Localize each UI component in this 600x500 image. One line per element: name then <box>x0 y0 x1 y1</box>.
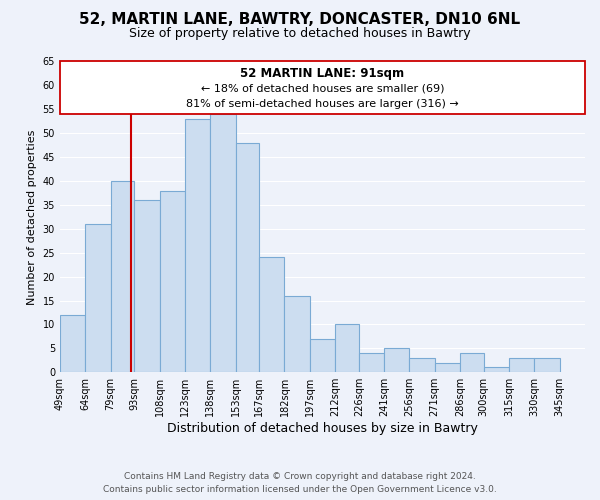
Text: Size of property relative to detached houses in Bawtry: Size of property relative to detached ho… <box>129 28 471 40</box>
Bar <box>85 224 110 372</box>
X-axis label: Distribution of detached houses by size in Bawtry: Distribution of detached houses by size … <box>167 422 478 435</box>
Bar <box>236 143 259 372</box>
Bar <box>409 358 435 372</box>
Text: 52 MARTIN LANE: 91sqm: 52 MARTIN LANE: 91sqm <box>241 67 404 80</box>
Bar <box>60 315 85 372</box>
FancyBboxPatch shape <box>60 62 585 114</box>
Text: 81% of semi-detached houses are larger (316) →: 81% of semi-detached houses are larger (… <box>186 99 459 109</box>
Bar <box>460 353 484 372</box>
Bar <box>310 338 335 372</box>
Bar <box>160 190 185 372</box>
Text: 52, MARTIN LANE, BAWTRY, DONCASTER, DN10 6NL: 52, MARTIN LANE, BAWTRY, DONCASTER, DN10… <box>79 12 521 28</box>
Bar <box>535 358 560 372</box>
Bar <box>134 200 160 372</box>
Bar <box>210 114 236 372</box>
Bar <box>509 358 535 372</box>
Bar <box>110 181 134 372</box>
Bar <box>359 353 384 372</box>
Text: Contains HM Land Registry data © Crown copyright and database right 2024.
Contai: Contains HM Land Registry data © Crown c… <box>103 472 497 494</box>
Bar <box>284 296 310 372</box>
Bar <box>484 368 509 372</box>
Bar <box>384 348 409 372</box>
Bar <box>435 362 460 372</box>
Text: ← 18% of detached houses are smaller (69): ← 18% of detached houses are smaller (69… <box>201 83 444 93</box>
Y-axis label: Number of detached properties: Number of detached properties <box>27 129 37 304</box>
Bar <box>259 258 284 372</box>
Bar <box>185 119 210 372</box>
Bar <box>335 324 359 372</box>
